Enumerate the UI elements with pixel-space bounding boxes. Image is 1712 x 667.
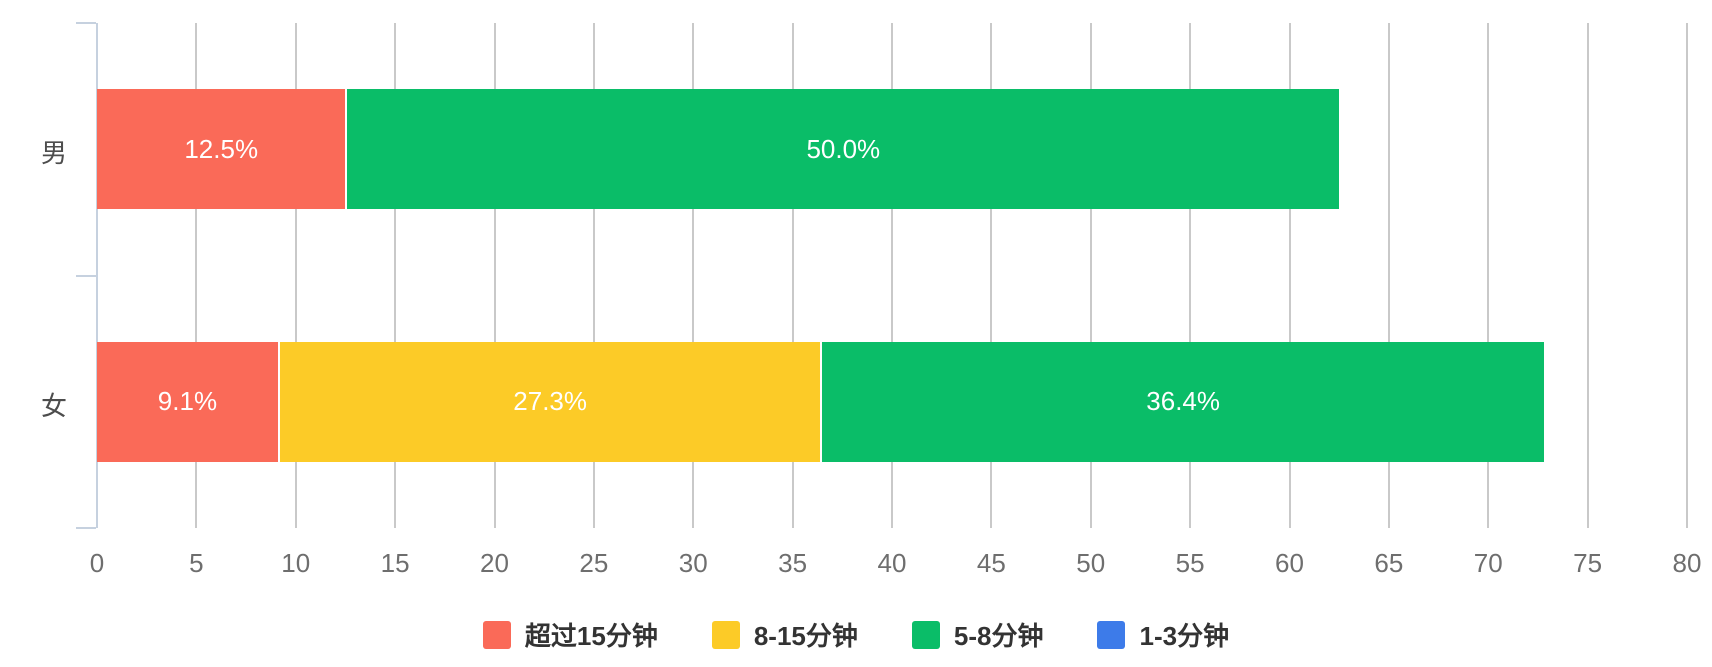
bar-segment[interactable]: 9.1%: [97, 341, 278, 462]
gridline-x-20: [493, 23, 496, 528]
x-tick-label-40: 40: [877, 548, 907, 578]
legend-swatch-icon: [482, 620, 511, 649]
legend-label: 8-15分钟: [753, 621, 858, 651]
gridline-x-80: [1686, 23, 1688, 528]
bar-value-label: 50.0%: [806, 133, 881, 164]
legend-item-8-15分钟[interactable]: 8-15分钟: [711, 616, 858, 653]
x-tick-label-80: 80: [1672, 548, 1702, 578]
y-axis-tick: [76, 527, 96, 529]
x-tick-label-75: 75: [1573, 548, 1603, 578]
bar-segment[interactable]: 50.0%: [345, 89, 1340, 210]
legend-label: 5-8分钟: [953, 621, 1044, 651]
legend-item-5-8分钟[interactable]: 5-8分钟: [911, 616, 1044, 653]
category-label-2: 女: [40, 390, 67, 421]
gridline-x-30: [692, 23, 695, 528]
bar-value-label: 36.4%: [1146, 386, 1221, 417]
category-label-1: 男: [40, 138, 67, 169]
gridline-x-55: [1189, 23, 1192, 528]
x-tick-label-15: 15: [380, 548, 410, 578]
gridline-x-15: [394, 23, 397, 528]
gridline-x-10: [294, 23, 297, 528]
gridline-x-70: [1487, 23, 1490, 528]
x-tick-label-5: 5: [189, 548, 204, 578]
gridline-x-25: [592, 23, 595, 528]
legend-label: 1-3分钟: [1139, 621, 1230, 651]
x-tick-label-45: 45: [976, 548, 1006, 578]
bar-segment[interactable]: 12.5%: [97, 89, 346, 210]
x-tick-label-70: 70: [1473, 548, 1503, 578]
gridline-x-60: [1288, 23, 1291, 528]
legend-swatch-icon: [1097, 620, 1126, 649]
gridline-x-65: [1387, 23, 1390, 528]
gridline-x-50: [1089, 23, 1092, 528]
legend-swatch-icon: [711, 620, 740, 649]
gridline-x-5: [195, 23, 198, 528]
y-axis-line: [96, 23, 98, 528]
gridline-x-75: [1586, 23, 1589, 528]
bar-segment[interactable]: 27.3%: [277, 341, 821, 462]
x-tick-label-65: 65: [1374, 548, 1404, 578]
bar-value-label: 9.1%: [157, 386, 218, 417]
bar-segment[interactable]: 36.4%: [820, 341, 1544, 462]
x-tick-label-50: 50: [1076, 548, 1106, 578]
x-tick-label-0: 0: [89, 548, 105, 578]
legend-item-1-3分钟[interactable]: 1-3分钟: [1097, 616, 1229, 653]
x-tick-label-60: 60: [1275, 548, 1304, 578]
x-tick-label-20: 20: [480, 548, 509, 578]
legend-item-超过15分钟[interactable]: 超过15分钟: [482, 616, 658, 653]
gridline-x-35: [791, 23, 794, 528]
legend-swatch-icon: [911, 620, 940, 649]
gridline-x-40: [891, 23, 893, 528]
bar-value-label: 27.3%: [513, 386, 588, 417]
x-tick-label-30: 30: [678, 548, 708, 578]
x-tick-label-10: 10: [281, 548, 311, 578]
x-tick-label-25: 25: [579, 548, 609, 578]
legend-label: 超过15分钟: [524, 621, 658, 651]
gridline-x-45: [990, 23, 993, 528]
x-tick-label-35: 35: [778, 548, 808, 578]
x-tick-label-55: 55: [1175, 548, 1205, 578]
bar-value-label: 12.5%: [184, 133, 259, 164]
y-axis-tick: [76, 274, 96, 277]
legend: 超过15分钟 8-15分钟 5-8分钟 1-3分钟: [0, 616, 1712, 653]
y-axis-tick: [76, 22, 96, 24]
